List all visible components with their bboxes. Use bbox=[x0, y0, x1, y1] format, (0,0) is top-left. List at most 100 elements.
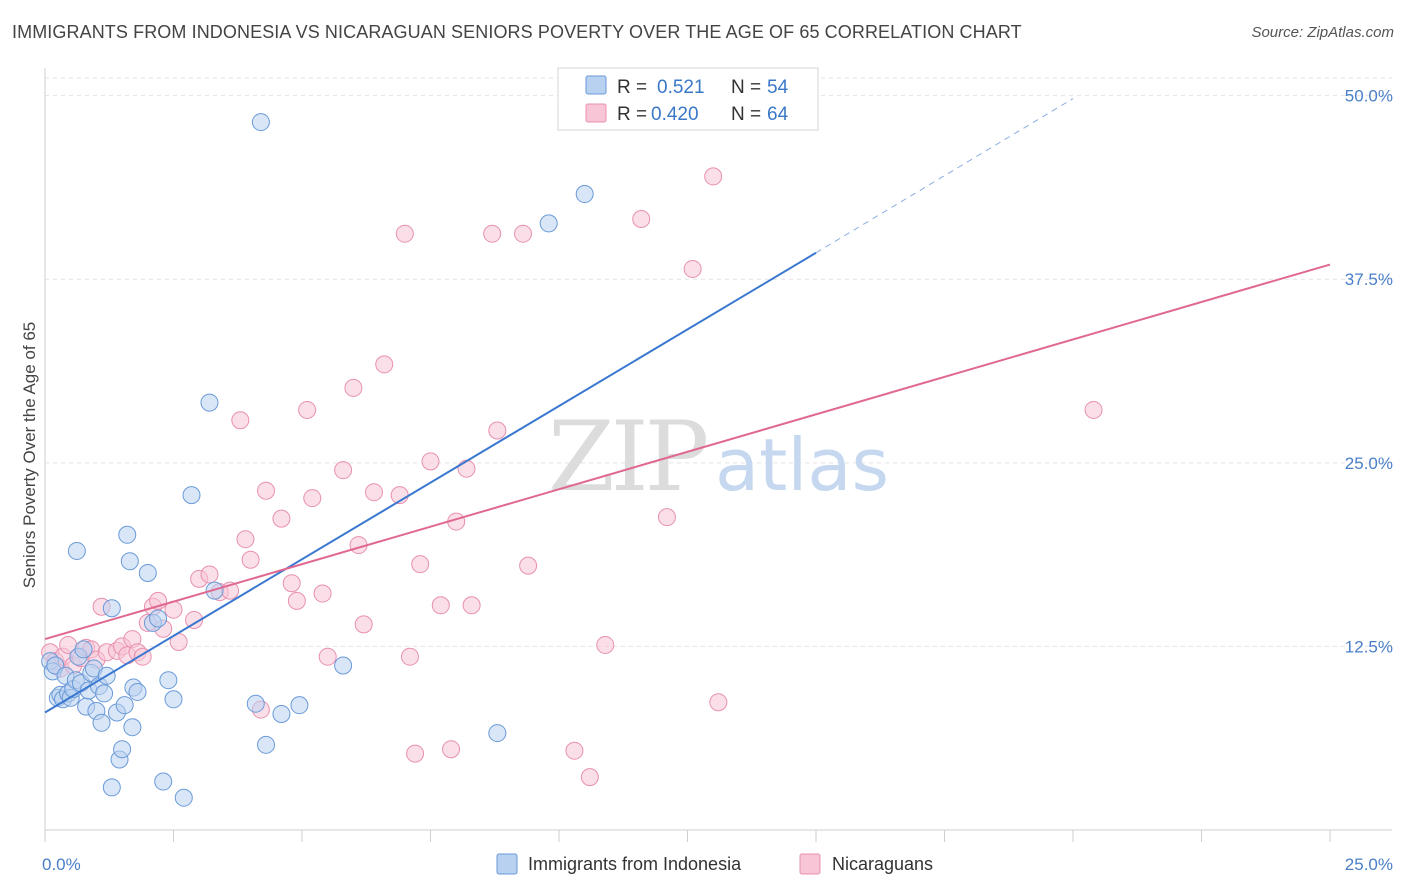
nicaraguans-point-57 bbox=[462, 596, 481, 615]
indonesia-point-52 bbox=[539, 214, 558, 233]
indonesia-point-48 bbox=[272, 704, 291, 723]
indonesia-point-53 bbox=[575, 185, 594, 204]
indonesia-point-11 bbox=[67, 541, 86, 560]
legend-r-value-blue: 0.521 bbox=[657, 77, 705, 98]
indonesia-point-45 bbox=[251, 113, 270, 132]
legend-n-value-blue: 54 bbox=[767, 77, 789, 98]
indonesia-point-29 bbox=[118, 525, 137, 544]
nicaraguans-point-31 bbox=[241, 550, 260, 569]
watermark-zip: ZIP bbox=[548, 401, 707, 513]
nicaraguans-point-54 bbox=[442, 740, 461, 759]
bottom-legend: Immigrants from Indonesia Nicaraguans bbox=[496, 853, 933, 875]
chart-title: IMMIGRANTS FROM INDONESIA VS NICARAGUAN … bbox=[12, 22, 1022, 42]
x-tick-label-0: 0.0% bbox=[42, 855, 81, 874]
nicaraguans-point-36 bbox=[287, 591, 306, 610]
nicaraguans-trend-line bbox=[44, 263, 1331, 641]
indonesia-point-51 bbox=[488, 724, 507, 743]
nicaraguans-point-45 bbox=[364, 483, 383, 502]
nicaraguans-point-65 bbox=[632, 210, 651, 228]
y-tick-label-2: 37.5% bbox=[1345, 270, 1393, 289]
indonesia-trend-extension bbox=[815, 98, 1074, 254]
y-tick-label-0: 12.5% bbox=[1345, 637, 1393, 656]
x-tick-label-1: 25.0% bbox=[1345, 855, 1393, 874]
bottom-legend-label-blue: Immigrants from Indonesia bbox=[528, 854, 742, 874]
legend-box: R = 0.521 N = 54 R = 0.420 N = 64 bbox=[557, 67, 819, 131]
nicaraguans-point-50 bbox=[406, 744, 425, 763]
nicaraguans-point-70 bbox=[1084, 400, 1103, 419]
indonesia-trend-line bbox=[44, 251, 817, 714]
indonesia-point-34 bbox=[102, 778, 121, 797]
indonesia-points bbox=[41, 113, 594, 807]
indonesia-point-22 bbox=[95, 684, 114, 703]
legend-swatch-blue bbox=[585, 75, 607, 95]
indonesia-point-47 bbox=[257, 735, 276, 754]
source-label: Source: ZipAtlas.com bbox=[1251, 24, 1394, 41]
legend-r-label-pink: R = bbox=[617, 104, 647, 125]
x-tick-labels: 0.0% 25.0% bbox=[42, 855, 1393, 874]
nicaraguans-point-56 bbox=[457, 459, 476, 478]
indonesia-point-50 bbox=[334, 656, 353, 675]
indonesia-point-46 bbox=[246, 694, 265, 713]
indonesia-point-31 bbox=[123, 718, 142, 737]
y-tick-labels: 12.5% 25.0% 37.5% 50.0% bbox=[1345, 87, 1393, 657]
nicaraguans-point-44 bbox=[354, 615, 373, 634]
legend-n-value-pink: 64 bbox=[767, 104, 789, 125]
nicaraguans-point-51 bbox=[411, 555, 430, 574]
nicaraguans-point-37 bbox=[298, 400, 317, 419]
watermark-atlas: atlas bbox=[715, 423, 889, 507]
nicaraguans-point-64 bbox=[596, 635, 615, 654]
nicaraguans-point-61 bbox=[519, 556, 538, 575]
nicaraguans-point-41 bbox=[334, 461, 353, 480]
nicaraguans-point-58 bbox=[483, 224, 502, 243]
bottom-legend-swatch-pink bbox=[799, 853, 821, 875]
nicaraguans-point-69 bbox=[709, 693, 728, 712]
nicaraguans-point-39 bbox=[313, 584, 332, 603]
legend-r-value-pink: 0.420 bbox=[651, 104, 699, 125]
indonesia-point-43 bbox=[200, 393, 219, 412]
y-tick-label-1: 25.0% bbox=[1345, 454, 1393, 473]
legend-n-label-blue: N = bbox=[731, 77, 761, 98]
indonesia-point-37 bbox=[149, 609, 168, 628]
nicaraguans-point-42 bbox=[344, 378, 363, 397]
nicaraguans-point-52 bbox=[421, 452, 440, 471]
indonesia-point-39 bbox=[159, 671, 178, 690]
nicaraguans-point-26 bbox=[200, 565, 219, 584]
trend-lines bbox=[44, 98, 1331, 714]
axes bbox=[44, 68, 1392, 842]
nicaraguans-point-60 bbox=[514, 224, 533, 243]
nicaraguans-point-34 bbox=[272, 509, 291, 528]
nicaraguans-point-59 bbox=[488, 421, 507, 440]
legend-swatch-pink bbox=[585, 103, 607, 123]
indonesia-point-42 bbox=[182, 486, 201, 505]
nicaraguans-point-29 bbox=[231, 411, 250, 430]
nicaraguans-point-30 bbox=[236, 530, 255, 549]
indonesia-point-40 bbox=[164, 690, 183, 709]
legend-r-label-blue: R = bbox=[617, 77, 647, 98]
y-axis-label: Seniors Poverty Over the Age of 65 bbox=[20, 322, 39, 588]
nicaraguans-point-35 bbox=[282, 574, 301, 593]
indonesia-point-21 bbox=[92, 713, 111, 732]
nicaraguans-point-66 bbox=[657, 508, 676, 527]
indonesia-point-33 bbox=[128, 682, 147, 701]
nicaraguans-point-48 bbox=[395, 224, 414, 243]
bottom-legend-swatch-blue bbox=[496, 853, 518, 875]
nicaraguans-point-53 bbox=[431, 596, 450, 615]
indonesia-point-24 bbox=[102, 599, 121, 618]
nicaraguans-point-62 bbox=[565, 741, 584, 760]
legend-n-label-pink: N = bbox=[731, 104, 761, 125]
nicaraguans-point-24 bbox=[185, 610, 204, 629]
indonesia-point-30 bbox=[120, 552, 139, 571]
nicaraguans-point-40 bbox=[318, 647, 337, 666]
indonesia-point-27 bbox=[113, 740, 132, 759]
nicaraguans-point-33 bbox=[257, 481, 276, 500]
y-tick-label-3: 50.0% bbox=[1345, 87, 1393, 106]
indonesia-point-38 bbox=[154, 772, 173, 791]
indonesia-point-14 bbox=[74, 640, 93, 659]
nicaraguans-points bbox=[41, 167, 1103, 787]
nicaraguans-point-46 bbox=[375, 355, 394, 374]
bottom-legend-label-pink: Nicaraguans bbox=[832, 854, 933, 874]
nicaraguans-point-49 bbox=[400, 647, 419, 666]
nicaraguans-point-68 bbox=[704, 167, 723, 186]
nicaraguans-point-67 bbox=[683, 259, 702, 278]
